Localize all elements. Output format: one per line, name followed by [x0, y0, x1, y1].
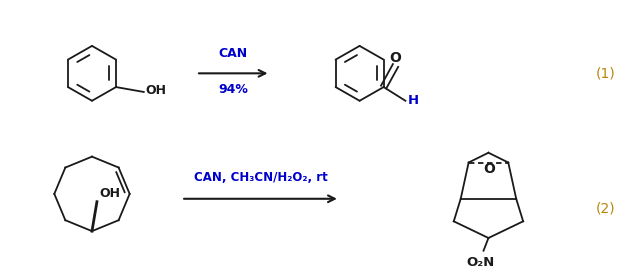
Text: H: H	[408, 94, 418, 107]
Text: O₂N: O₂N	[466, 256, 495, 269]
Text: O: O	[389, 51, 401, 65]
Text: CAN: CAN	[219, 47, 248, 60]
Text: CAN, CH₃CN/H₂O₂, rt: CAN, CH₃CN/H₂O₂, rt	[193, 171, 328, 184]
Text: (1): (1)	[595, 66, 616, 80]
Text: O: O	[483, 162, 495, 176]
Text: 94%: 94%	[218, 83, 248, 96]
Text: OH: OH	[146, 85, 167, 98]
Text: (2): (2)	[595, 202, 616, 215]
Text: OH: OH	[99, 187, 120, 200]
